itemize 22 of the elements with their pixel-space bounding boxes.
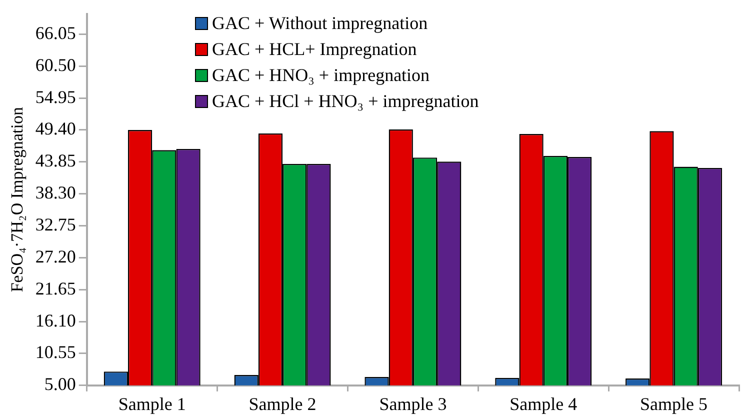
legend-label: GAC + HCL+ Impregnation [212, 38, 417, 60]
y-tick-label: 54.95 [35, 86, 76, 107]
y-axis-title: FeSO₄·7H₂O Impregnation [8, 106, 27, 292]
legend-label: GAC + HNO₃ + impregnation [212, 64, 430, 86]
y-tick-label: 49.40 [35, 118, 76, 139]
y-tick-label: 38.30 [35, 182, 76, 203]
x-tick-label: Sample 1 [118, 394, 186, 414]
x-tick-label: Sample 5 [640, 394, 708, 414]
x-tick-label: Sample 4 [510, 394, 578, 414]
legend-label: GAC + Without impregnation [212, 12, 428, 34]
x-tick-label: Sample 2 [248, 394, 316, 414]
y-tick-label: 16.10 [35, 310, 76, 330]
y-tick-label: 5.00 [44, 374, 76, 394]
y-tick-label: 32.75 [35, 214, 76, 235]
y-tick-label: 60.50 [35, 54, 76, 75]
y-tick-label: 10.55 [35, 342, 76, 362]
y-tick-label: 21.65 [35, 278, 76, 298]
x-tick-label: Sample 3 [379, 394, 447, 414]
y-tick-label: 27.20 [35, 246, 76, 266]
y-tick-label: 43.85 [35, 150, 76, 171]
legend-label: GAC + HCl + HNO₃ + impregnation [212, 90, 479, 112]
y-tick-label: 66.05 [35, 22, 76, 43]
